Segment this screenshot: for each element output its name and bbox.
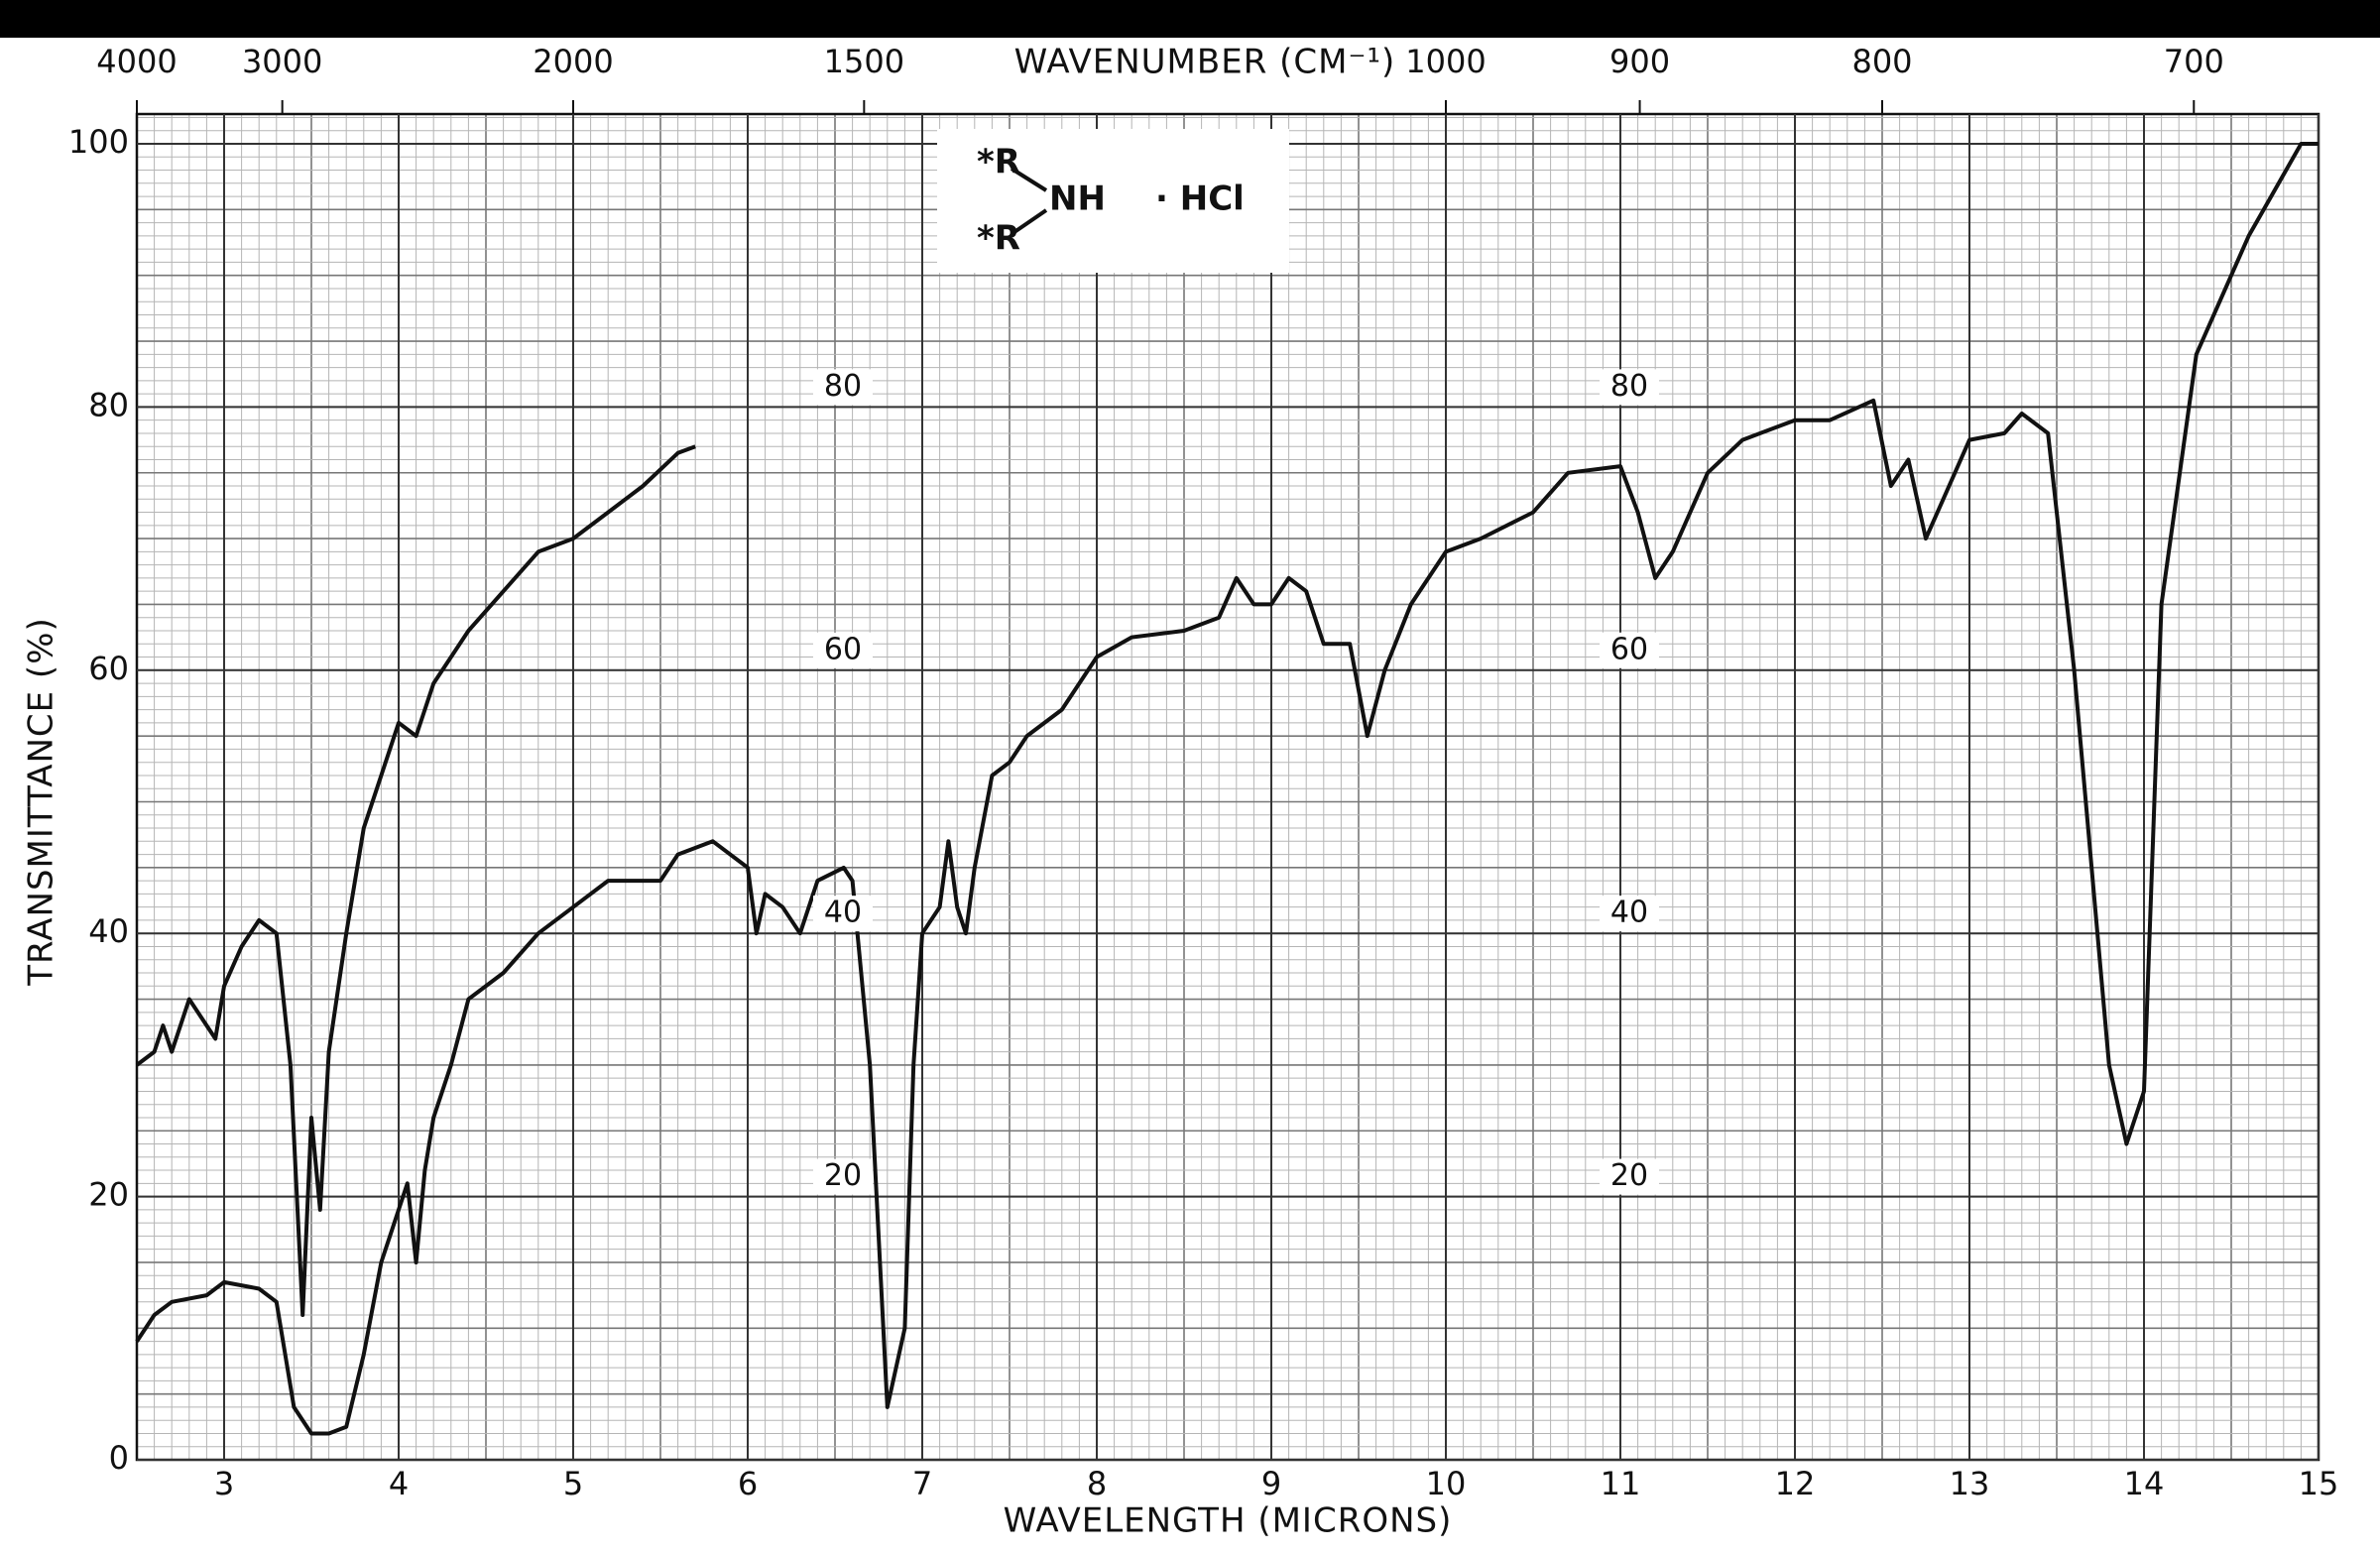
inner-label: 20: [824, 1158, 862, 1193]
y-tick-label: 60: [88, 650, 129, 687]
inner-label-bg: [1600, 369, 1659, 406]
top-tick-label: 4000: [96, 43, 177, 80]
inner-label-bg: [1600, 896, 1659, 932]
x-tick-label: 4: [389, 1465, 409, 1502]
x-tick-label: 3: [214, 1465, 234, 1502]
structure-r: *R: [977, 143, 1020, 182]
y-tick-label: 40: [88, 912, 129, 950]
top-tick-label: 2000: [533, 43, 613, 80]
inner-label-bg: [813, 369, 873, 406]
top-tick-label: 800: [1851, 43, 1912, 80]
inner-label: 80: [1610, 369, 1648, 404]
x-tick-label: 15: [2299, 1465, 2339, 1502]
inner-label-bg: [1600, 1158, 1659, 1195]
top-axis-label: WAVENUMBER (CM⁻¹): [1014, 43, 1396, 82]
x-tick-label: 5: [563, 1465, 583, 1502]
x-tick-label: 12: [1775, 1465, 1816, 1502]
top-tick-label: 700: [2164, 43, 2224, 80]
top-tick-label: 1500: [824, 43, 904, 80]
top-bar: [0, 0, 2380, 38]
top-tick-label: 900: [1609, 43, 1670, 80]
x-tick-label: 14: [2124, 1465, 2165, 1502]
inner-label: 40: [824, 896, 862, 930]
top-tick-label: 1000: [1405, 43, 1486, 80]
structure-center: NH: [1049, 179, 1106, 219]
inner-label-bg: [813, 1158, 873, 1195]
grid: [135, 112, 2320, 1462]
inner-label-bg: [813, 632, 873, 668]
inner-label-bg: [813, 896, 873, 932]
inner-label-bg: [1600, 632, 1659, 668]
bond: [1010, 208, 1048, 236]
y-tick-label: 80: [88, 386, 129, 423]
top-tick-label: 3000: [242, 43, 322, 80]
structure-salt: · HCl: [1155, 179, 1245, 219]
inner-label: 80: [824, 369, 862, 404]
inner-label: 20: [1610, 1158, 1648, 1193]
x-tick-label: 8: [1087, 1465, 1107, 1502]
y-tick-label: 0: [109, 1439, 129, 1477]
x-tick-label: 10: [1426, 1465, 1467, 1502]
inner-label: 40: [1610, 896, 1648, 930]
x-tick-label: 6: [738, 1465, 758, 1502]
y-axis-label: TRANSMITTANCE (%): [22, 617, 61, 987]
plot-area: [135, 142, 2319, 1436]
bond: [1010, 167, 1048, 192]
x-tick-label: 7: [912, 1465, 932, 1502]
y-tick-label: 20: [88, 1176, 129, 1214]
structure-box: [937, 129, 1289, 273]
x-tick-label: 11: [1601, 1465, 1641, 1502]
spectrum-line: [135, 444, 696, 1317]
plot-frame: [135, 112, 2320, 1462]
y-tick-label: 100: [68, 123, 129, 161]
x-tick-label: 9: [1261, 1465, 1281, 1502]
structure: *R *R NH · HCl: [937, 129, 1289, 273]
x-axis-label: WAVELENGTH (MICRONS): [1004, 1501, 1453, 1541]
structure-r: *R: [977, 219, 1020, 259]
inner-label: 60: [824, 632, 862, 666]
x-tick-label: 13: [1950, 1465, 1990, 1502]
inner-label: 60: [1610, 632, 1648, 666]
spectrum-line: [135, 142, 2319, 1436]
